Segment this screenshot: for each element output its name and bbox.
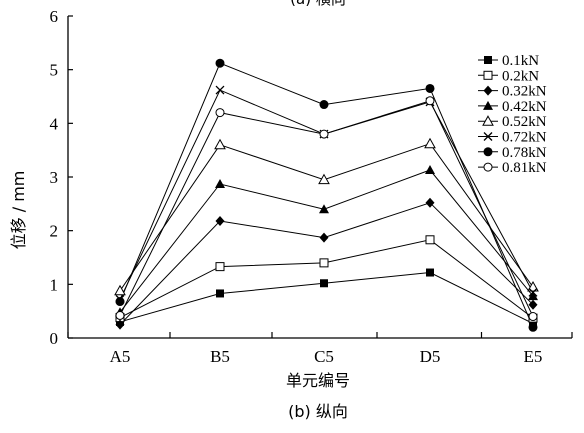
series-line-6: [119, 89, 534, 300]
bottom-caption: (b) 纵向: [288, 402, 348, 421]
data-point: [319, 204, 329, 214]
legend-label: 0.2kN: [502, 68, 539, 84]
legend-item: 0.42kN: [478, 99, 547, 115]
x-tick-label: D5: [420, 347, 441, 366]
legend-item: 0.81kN: [478, 160, 547, 176]
plot-area: 0 1 2 3 4 5 6 A5 B5 C5 D5 E5: [50, 7, 573, 366]
legend-marker: [483, 162, 493, 172]
data-point: [527, 280, 539, 292]
data-point: [425, 83, 435, 93]
y-tick-label: 6: [50, 7, 59, 26]
data-point: [215, 108, 225, 118]
legend-item: 0.52kN: [478, 114, 547, 130]
legend-marker: [483, 100, 493, 110]
data-point: [319, 100, 329, 110]
x-tick-label: B5: [210, 347, 230, 366]
legend: 0.1kN0.2kN0.32kN0.42kN0.52kN0.72kN0.78kN…: [478, 53, 547, 176]
legend-label: 0.1kN: [502, 53, 539, 69]
data-point: [115, 319, 125, 330]
data-point: [425, 197, 435, 208]
y-tick-label: 3: [50, 168, 59, 187]
legend-label: 0.32kN: [502, 84, 547, 100]
data-point: [425, 235, 435, 245]
data-point: [528, 322, 538, 332]
legend-item: 0.2kN: [478, 68, 539, 84]
legend-marker: [483, 85, 493, 96]
data-point: [425, 96, 435, 106]
legend-label: 0.81kN: [502, 160, 547, 176]
data-point: [426, 268, 434, 277]
legend-marker: [483, 70, 493, 80]
data-point: [528, 287, 538, 297]
data-point: [215, 216, 225, 227]
legend-label: 0.42kN: [502, 99, 547, 115]
series-line-4: [119, 169, 534, 313]
data-point: [528, 299, 538, 310]
x-ticks: A5 B5 C5 D5 E5: [67, 332, 573, 366]
y-tick-label: 0: [50, 329, 59, 348]
y-tick-label: 5: [50, 61, 59, 80]
data-point: [528, 291, 538, 301]
data-point: [528, 312, 538, 322]
y-tick-label: 1: [50, 275, 59, 294]
data-point: [215, 58, 225, 68]
x-tick-label: A5: [110, 347, 131, 366]
legend-label: 0.52kN: [502, 114, 547, 130]
data-point: [319, 232, 329, 243]
data-point: [319, 129, 329, 139]
data-point: [115, 310, 125, 320]
data-point: [320, 279, 328, 288]
y-ticks: 0 1 2 3 4 5 6: [50, 7, 73, 348]
data-point: [319, 258, 329, 268]
legend-marker: [482, 115, 494, 126]
y-tick-label: 2: [50, 222, 59, 241]
legend-item: 0.32kN: [478, 84, 547, 100]
legend-item: 0.78kN: [478, 145, 547, 161]
data-point: [214, 138, 226, 150]
data-point: [115, 297, 125, 307]
legend-marker: [483, 132, 493, 141]
legend-label: 0.78kN: [502, 145, 547, 161]
data-point: [318, 173, 330, 185]
legend-label: 0.72kN: [502, 130, 547, 146]
series-markers: [114, 58, 539, 332]
legend-item: 0.72kN: [478, 130, 547, 146]
data-point: [215, 262, 225, 272]
x-tick-label: E5: [524, 347, 543, 366]
data-point: [425, 165, 435, 175]
x-axis-label: 单元编号: [286, 371, 350, 390]
series-line-2: [119, 239, 534, 319]
legend-marker: [484, 56, 492, 64]
data-point: [424, 137, 436, 149]
y-axis-label: 位移 / mm: [9, 171, 28, 250]
data-point: [216, 289, 224, 298]
data-point: [215, 85, 225, 95]
legend-item: 0.1kN: [478, 53, 539, 69]
data-point: [215, 178, 225, 188]
data-point: [114, 284, 126, 296]
x-tick-label: C5: [314, 347, 334, 366]
legend-marker: [483, 147, 493, 157]
series-line-5: [119, 143, 534, 292]
y-tick-label: 4: [50, 114, 59, 133]
top-caption: (a) 横向: [290, 0, 346, 8]
